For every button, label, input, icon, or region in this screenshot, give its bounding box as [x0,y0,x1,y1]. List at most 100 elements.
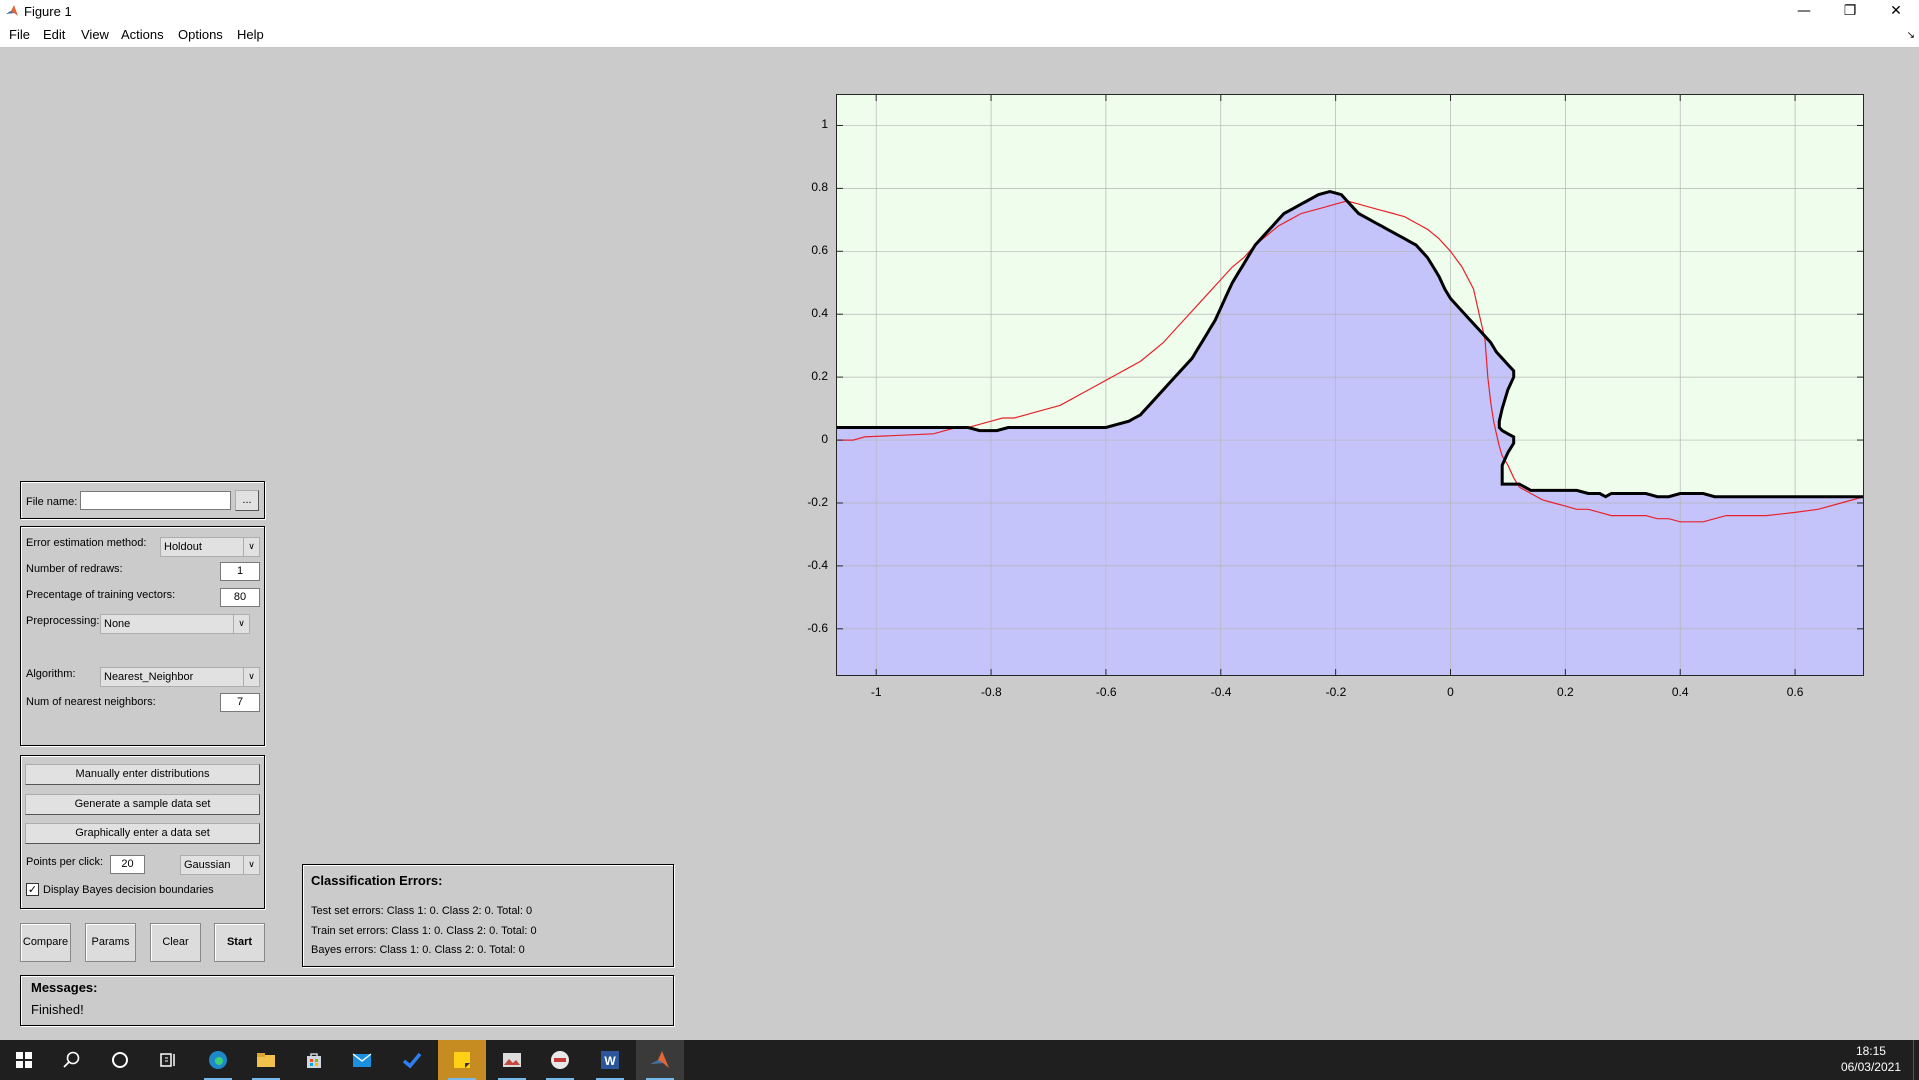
matlab-icon [6,5,18,16]
error-method-label: Error estimation method: [26,537,147,549]
compare-button[interactable]: Compare [20,923,71,962]
bayes-checkbox[interactable]: ✓ [26,883,39,896]
tick-marks [836,94,1864,676]
taskbar-todo[interactable] [388,1040,436,1080]
messages-panel: Messages: Finished! [20,975,674,1026]
taskbar-matlab[interactable] [636,1040,684,1080]
y-tick-label: 0.8 [811,180,828,195]
taskbar-task-view[interactable] [144,1040,192,1080]
chevron-down-icon: ∨ [243,538,259,556]
taskbar-word[interactable]: W [586,1040,634,1080]
manual-distributions-button[interactable]: Manually enter distributions [25,764,260,785]
x-tick-label: 0.4 [1671,685,1689,699]
checkmark-icon: ✓ [27,883,38,896]
close-button[interactable]: ✕ [1890,3,1902,19]
training-percentage-label: Precentage of training vectors: [26,589,176,601]
file-panel: File name: ... [20,481,265,519]
menu-edit[interactable]: Edit [43,27,66,42]
sticky-notes-icon [454,1052,470,1068]
data-panel: Manually enter distributions Generate a … [20,755,265,909]
menu-bar: File Edit View Actions Options Help ↘ [0,22,1919,48]
train-errors-text: Train set errors: Class 1: 0. Class 2: 0… [311,925,537,937]
decision-boundary-plot[interactable] [836,94,1864,676]
y-tick-label: 0.2 [811,369,828,384]
chevron-down-icon: ∨ [243,856,259,874]
taskbar-mail[interactable] [338,1040,386,1080]
menu-file[interactable]: File [9,27,30,42]
y-tick-label: -0.6 [807,620,828,635]
checkmark-app-icon [402,1052,422,1069]
folder-icon [257,1053,275,1067]
taskbar: W 18:15 06/03/2021 [0,1040,1919,1080]
algorithm-select[interactable]: Nearest_Neighbor ∨ [100,667,260,687]
redraws-label: Number of redraws: [26,563,123,575]
menu-options[interactable]: Options [178,27,223,42]
x-tick-label: -0.8 [981,685,1002,699]
x-tick-label: -0.4 [1210,685,1232,699]
menu-actions[interactable]: Actions [121,27,164,42]
generate-data-button[interactable]: Generate a sample data set [25,794,260,815]
y-tick-label: 0.4 [811,306,828,321]
knn-boundary-line [836,189,1864,499]
test-errors-text: Test set errors: Class 1: 0. Class 2: 0.… [311,905,533,917]
messages-text: Finished! [31,1002,84,1017]
graphical-data-button[interactable]: Graphically enter a data set [25,823,260,844]
taskbar-file-explorer[interactable] [242,1040,290,1080]
menu-help[interactable]: Help [237,27,264,42]
y-tick-label: 1 [821,117,828,132]
preprocessing-select[interactable]: None ∨ [100,614,250,634]
edge-browser-icon [209,1051,227,1069]
axes-box [836,94,1864,676]
title-bar: Figure 1 — ❐ ✕ [0,0,1919,22]
redraws-input[interactable]: 1 [220,562,260,581]
task-view-icon [160,1053,175,1067]
x-tick-label: 0 [1447,685,1454,699]
classification-title: Classification Errors: [311,873,443,888]
photos-icon [503,1053,521,1067]
distribution-value: Gaussian [184,859,231,871]
taskbar-edge[interactable] [194,1040,242,1080]
file-name-input[interactable] [80,491,231,510]
bayes-errors-text: Bayes errors: Class 1: 0. Class 2: 0. To… [311,944,525,956]
maximize-button[interactable]: ❐ [1843,3,1857,19]
app-circle-icon [551,1051,569,1069]
settings-panel: Error estimation method: Holdout ∨ Numbe… [20,526,265,746]
minimize-button[interactable]: — [1797,3,1811,19]
dock-arrow-icon[interactable]: ↘ [1906,30,1915,41]
y-tick-label: -0.4 [807,557,828,572]
algorithm-value: Nearest_Neighbor [104,671,194,683]
points-per-click-label: Points per click: [26,856,104,868]
messages-title: Messages: [31,980,98,995]
clear-button[interactable]: Clear [150,923,201,962]
system-clock[interactable]: 18:15 06/03/2021 [1841,1043,1901,1075]
taskbar-photos[interactable] [488,1040,536,1080]
distribution-select[interactable]: Gaussian ∨ [180,855,260,875]
points-per-click-input[interactable]: 20 [110,855,145,874]
cortana-icon [112,1052,128,1068]
chevron-down-icon: ∨ [233,615,249,633]
taskbar-store[interactable] [290,1040,338,1080]
taskbar-app[interactable] [536,1040,584,1080]
show-desktop-button[interactable] [1913,1040,1919,1080]
browse-button[interactable]: ... [235,490,259,511]
class-2-region [836,191,1864,676]
params-button[interactable]: Params [85,923,136,962]
menu-view[interactable]: View [81,27,109,42]
start-button[interactable]: Start [214,923,265,962]
word-icon: W [601,1051,619,1069]
neighbors-input[interactable]: 7 [220,693,260,712]
taskbar-sticky-notes[interactable] [438,1040,486,1080]
error-method-select[interactable]: Holdout ∨ [160,537,260,557]
training-percentage-input[interactable]: 80 [220,588,260,607]
x-tick-label: -1 [870,685,882,699]
x-tick-label: -0.2 [1325,685,1347,699]
taskbar-search[interactable] [48,1040,96,1080]
bayes-label: Display Bayes decision boundaries [43,884,214,896]
store-bag-icon [307,1053,321,1068]
clock-date: 06/03/2021 [1840,1060,1901,1074]
grid-lines [836,94,1864,676]
x-tick-label: 0.2 [1557,685,1574,699]
x-tick-label: 0.6 [1786,685,1804,699]
taskbar-cortana[interactable] [96,1040,144,1080]
start-button[interactable] [0,1040,48,1080]
